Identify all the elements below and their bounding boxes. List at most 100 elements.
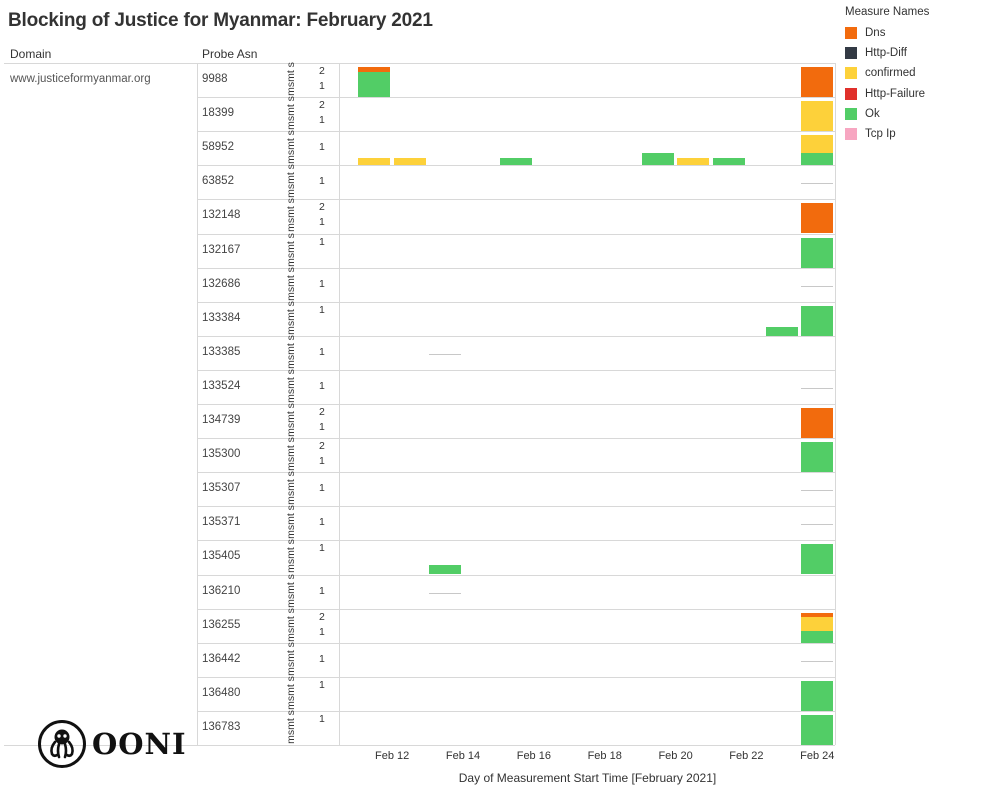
row-divider <box>197 608 835 610</box>
legend-label: Dns <box>865 27 886 40</box>
bar-segment-dns[interactable] <box>358 67 391 72</box>
null-marker <box>801 285 834 287</box>
probe-asn-label: 135307 <box>202 482 241 495</box>
bar-segment-ok[interactable] <box>500 157 533 166</box>
bar-segment-dns[interactable] <box>801 67 834 98</box>
null-marker <box>801 524 834 526</box>
probe-asn-label: 132167 <box>202 243 241 256</box>
probe-asn-label: 133385 <box>202 345 241 358</box>
bar-segment-ok[interactable] <box>641 153 674 166</box>
row-divider <box>197 267 835 269</box>
ooni-octopus-icon <box>38 720 86 768</box>
bar-segment-confirmed[interactable] <box>801 101 834 132</box>
domain-value: www.justiceformyanmar.org <box>10 73 151 85</box>
y-tick-label: 1 <box>319 345 325 358</box>
x-tick-label: Feb 14 <box>445 750 481 762</box>
row-divider <box>197 506 835 508</box>
bar-segment-ok[interactable] <box>801 442 834 473</box>
y-tick-label: 1 <box>319 80 325 93</box>
bar-segment-confirmed[interactable] <box>393 157 426 166</box>
x-tick-label: Feb 24 <box>800 750 835 762</box>
x-tick-label: Feb 16 <box>516 750 551 762</box>
bar-segment-ok[interactable] <box>801 237 834 268</box>
domain-column-header: Domain <box>10 47 52 61</box>
bar-segment-ok[interactable] <box>429 565 462 575</box>
row-divider <box>197 472 835 474</box>
bar-segment-ok[interactable] <box>801 630 834 643</box>
y-tick-label: 1 <box>319 584 325 597</box>
bar-segment-ok[interactable] <box>765 326 798 336</box>
row-divider <box>197 199 835 201</box>
row-divider <box>197 710 835 712</box>
legend-label: confirmed <box>865 67 916 80</box>
bar-segment-dns[interactable] <box>801 612 834 618</box>
legend-item[interactable]: confirmed <box>845 63 929 83</box>
y-tick-label: 1 <box>319 678 325 691</box>
y-tick-label: 2 <box>319 406 325 418</box>
probe-asn-label: 9988 <box>202 73 228 85</box>
legend-item[interactable]: Ok <box>845 104 929 124</box>
x-axis-title: Day of Measurement Start Time [February … <box>458 771 717 785</box>
legend-item[interactable]: Dns <box>845 23 929 43</box>
y-tick-label: 1 <box>319 303 325 316</box>
plot-right-border <box>835 63 836 745</box>
row-divider <box>197 676 835 678</box>
bar-segment-confirmed[interactable] <box>801 617 834 631</box>
y-tick-label: 1 <box>319 235 325 248</box>
legend-label: Ok <box>865 107 880 120</box>
bar-segment-dns[interactable] <box>801 408 834 439</box>
row-axis-label: msmt s <box>285 710 297 744</box>
row-divider <box>197 165 835 167</box>
probe-asn-label: 132686 <box>202 277 241 290</box>
y-tick-label: 1 <box>319 175 325 188</box>
x-tick-label: Feb 12 <box>375 750 410 762</box>
legend-item[interactable]: Tcp Ip <box>845 124 929 144</box>
legend-swatch <box>845 47 857 60</box>
legend-items: Dns Http-Diff confirmed Http-Failure Ok Tcp I… <box>845 23 929 144</box>
legend-item[interactable]: Http-Failure <box>845 84 929 104</box>
null-marker <box>801 183 834 185</box>
legend: Measure Names Dns Http-Diff confirmed Http-… <box>845 6 929 144</box>
bar-segment-confirmed[interactable] <box>677 157 710 166</box>
bar-segment-ok[interactable] <box>801 305 834 336</box>
probe-asn-label: 136783 <box>202 720 241 733</box>
bar-segment-ok[interactable] <box>801 680 834 711</box>
null-marker <box>429 353 462 355</box>
bar-segment-ok[interactable] <box>358 71 391 98</box>
y-tick-label: 1 <box>319 379 325 392</box>
ooni-logo-text: OONI <box>92 727 187 761</box>
y-tick-label: 2 <box>319 99 325 112</box>
y-tick-label: 1 <box>319 542 325 555</box>
y-tick-label: 2 <box>319 201 325 214</box>
bar-segment-ok[interactable] <box>801 714 834 745</box>
legend-swatch <box>845 128 857 141</box>
bar-segment-dns[interactable] <box>801 203 834 234</box>
row-divider <box>197 369 835 371</box>
probe-asn-label: 63852 <box>202 175 234 188</box>
x-tick-label: Feb 22 <box>729 750 764 762</box>
legend-title: Measure Names <box>845 6 930 18</box>
row-divider <box>197 335 835 337</box>
probe-asn-label: 136255 <box>202 618 241 631</box>
probe-asn-label: 135300 <box>202 448 241 461</box>
null-marker <box>801 387 834 389</box>
legend-label: Tcp Ip <box>865 128 896 141</box>
row-divider <box>197 642 835 644</box>
bar-segment-confirmed[interactable] <box>801 135 834 154</box>
bar-segment-ok[interactable] <box>712 157 745 166</box>
row-divider <box>197 574 835 576</box>
plot-bottom-border <box>4 745 835 746</box>
bar-segment-confirmed[interactable] <box>358 157 391 166</box>
probe-asn-label: 135371 <box>202 516 241 529</box>
legend-item[interactable]: Http-Diff <box>845 43 929 63</box>
legend-swatch <box>845 107 857 120</box>
bar-segment-ok[interactable] <box>801 544 834 575</box>
y-tick-label: 1 <box>319 455 325 468</box>
bar-segment-ok[interactable] <box>801 153 834 166</box>
y-tick-label: 2 <box>319 65 325 77</box>
row-divider <box>197 301 835 303</box>
y-tick-label: 1 <box>319 625 325 638</box>
legend-label: Http-Failure <box>865 87 926 100</box>
probe-asn-label: 133524 <box>202 379 241 392</box>
probe-asn-label: 136480 <box>202 686 241 699</box>
